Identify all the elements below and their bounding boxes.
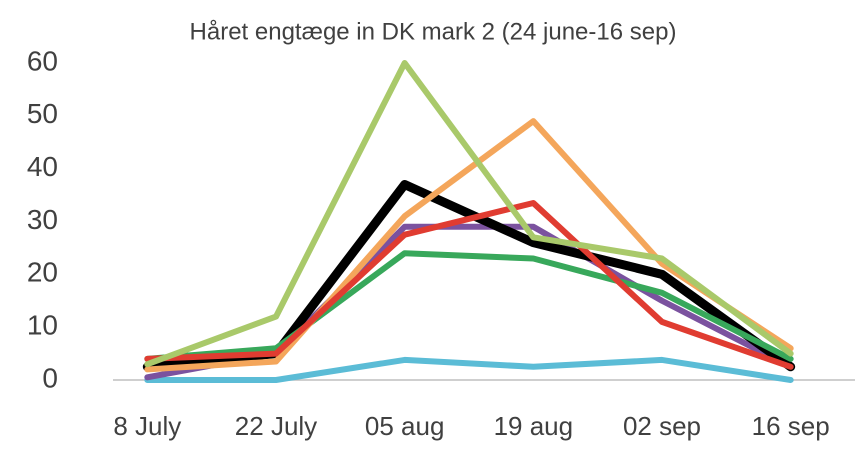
series-line bbox=[142, 180, 796, 372]
y-tick-label: 60 bbox=[27, 45, 58, 76]
series-line bbox=[144, 356, 794, 383]
x-tick-label: 16 sep bbox=[752, 411, 830, 441]
y-tick-label: 10 bbox=[27, 310, 58, 341]
series-line bbox=[144, 60, 794, 368]
y-tick-label: 30 bbox=[27, 204, 58, 235]
x-tick-label: 02 sep bbox=[623, 411, 701, 441]
x-tick-label: 22 July bbox=[235, 411, 317, 441]
x-tick-label: 05 aug bbox=[365, 411, 445, 441]
chart-title: Håret engtæge in DK mark 2 (24 june-16 s… bbox=[190, 18, 677, 45]
y-tick-label: 20 bbox=[27, 257, 58, 288]
x-tick-label: 8 July bbox=[113, 411, 181, 441]
y-tick-label: 40 bbox=[27, 151, 58, 182]
series-line bbox=[144, 200, 794, 370]
x-tick-label: 19 aug bbox=[494, 411, 574, 441]
y-tick-label: 50 bbox=[27, 98, 58, 129]
y-tick-label: 0 bbox=[42, 362, 58, 393]
series-line bbox=[144, 250, 794, 362]
